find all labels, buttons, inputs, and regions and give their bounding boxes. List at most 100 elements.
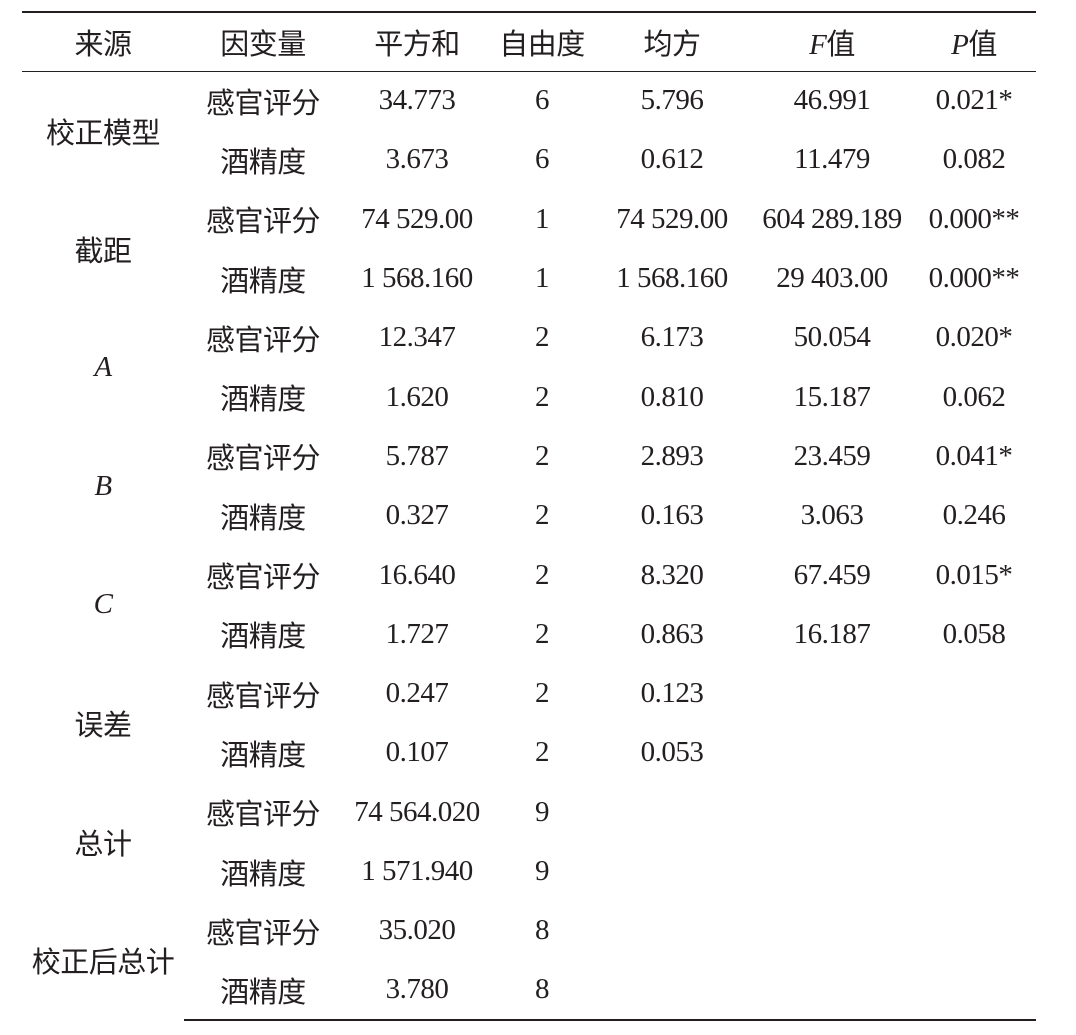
cell-sum-of-squares: 74 564.020 — [354, 795, 480, 828]
table-row: 酒精度 1.727 2 0.863 16.187 0.058 — [22, 605, 1036, 664]
cell-dependent-variable: 酒精度 — [220, 858, 306, 891]
cell-df: 2 — [535, 439, 550, 472]
header-sum-of-squares: 平方和 — [342, 11, 492, 72]
cell-df: 9 — [535, 855, 550, 887]
cell-sum-of-squares: 34.773 — [378, 84, 456, 117]
cell-mean-square — [592, 901, 752, 960]
header-dependent-variable: 因变量 — [184, 11, 342, 72]
cell-dependent-variable: 感官评分 — [205, 87, 321, 120]
table-row: C 感官评分 16.640 2 8.320 67.459 0.015* — [22, 545, 1036, 621]
cell-p-value: 0.000** — [928, 202, 1020, 235]
cell-p-value: 0.058 — [942, 617, 1006, 650]
cell-sum-of-squares: 35.020 — [378, 914, 456, 947]
cell-mean-square: 6.173 — [640, 321, 704, 354]
table-row: 校正模型 感官评分 34.773 6 5.796 46.991 0.021* — [22, 71, 1036, 149]
cell-f-value — [752, 901, 912, 960]
cell-df: 2 — [535, 617, 550, 650]
cell-p-value — [912, 960, 1036, 1021]
header-mean-square: 均方 — [592, 11, 752, 72]
table-header: 来源 因变量 平方和 自由度 均方 F值 P值 — [22, 11, 1036, 72]
cell-df: 1 — [535, 262, 550, 295]
table-row: 酒精度 3.780 8 — [22, 960, 1036, 1021]
cell-mean-square — [592, 783, 752, 842]
cell-p-value: 0.000** — [928, 262, 1020, 295]
cell-source: B — [94, 469, 112, 502]
cell-df: 2 — [535, 321, 550, 354]
cell-dependent-variable: 感官评分 — [205, 443, 321, 476]
cell-sum-of-squares: 1 568.160 — [361, 262, 473, 295]
cell-f-value — [752, 842, 912, 901]
cell-dependent-variable: 感官评分 — [205, 206, 321, 239]
cell-sum-of-squares: 0.327 — [385, 499, 449, 532]
header-row: 来源 因变量 平方和 自由度 均方 F值 P值 — [22, 11, 1036, 72]
table-row: 酒精度 1 568.160 1 1 568.160 29 403.00 0.000** — [22, 249, 1036, 308]
cell-source: C — [93, 588, 113, 621]
cell-f-value — [752, 723, 912, 782]
cell-sum-of-squares: 1 571.940 — [361, 855, 473, 887]
cell-sum-of-squares: 0.107 — [385, 736, 449, 769]
cell-mean-square: 0.163 — [640, 499, 704, 532]
cell-df: 9 — [535, 795, 550, 828]
anova-table: 来源 因变量 平方和 自由度 均方 F值 P值 校正模型 感官评分 34.773 6 5… — [22, 11, 1036, 1021]
cell-mean-square: 0.810 — [640, 380, 704, 413]
cell-mean-square: 1 568.160 — [616, 262, 728, 295]
cell-dependent-variable: 酒精度 — [220, 502, 306, 535]
cell-df: 2 — [535, 558, 550, 591]
cell-f-value: 16.187 — [793, 617, 871, 650]
cell-dependent-variable: 酒精度 — [220, 384, 306, 417]
cell-df: 6 — [535, 84, 550, 117]
cell-p-value: 0.015* — [935, 558, 1013, 591]
cell-mean-square: 0.123 — [640, 677, 704, 710]
cell-mean-square: 2.893 — [640, 439, 704, 472]
table-row: 酒精度 1.620 2 0.810 15.187 0.062 — [22, 367, 1036, 426]
cell-df: 8 — [535, 914, 550, 947]
header-p-value: P值 — [912, 11, 1036, 72]
cell-f-value: 67.459 — [793, 558, 871, 591]
f-label: F — [809, 28, 827, 61]
cell-mean-square: 74 529.00 — [616, 202, 728, 235]
cell-mean-square: 8.320 — [640, 558, 704, 591]
cell-dependent-variable: 感官评分 — [205, 799, 321, 832]
cell-dependent-variable: 酒精度 — [220, 265, 306, 298]
cell-p-value: 0.020* — [935, 321, 1013, 354]
cell-f-value: 50.054 — [793, 321, 871, 354]
cell-p-value: 0.021* — [935, 84, 1013, 117]
cell-f-value — [752, 783, 912, 842]
cell-source: 误差 — [74, 710, 132, 743]
table-row: 校正后总计 感官评分 35.020 8 — [22, 901, 1036, 979]
cell-dependent-variable: 感官评分 — [205, 324, 321, 357]
cell-f-value: 15.187 — [793, 380, 871, 413]
cell-df: 1 — [535, 202, 550, 235]
cell-p-value: 0.041* — [935, 439, 1013, 472]
table-row: 酒精度 1 571.940 9 — [22, 842, 1036, 901]
cell-p-value: 0.246 — [942, 499, 1006, 532]
header-f-value: F值 — [752, 11, 912, 72]
table-row: 误差 感官评分 0.247 2 0.123 — [22, 664, 1036, 742]
cell-sum-of-squares: 1.620 — [385, 380, 449, 413]
table-row: B 感官评分 5.787 2 2.893 23.459 0.041* — [22, 427, 1036, 502]
table-row: 截距 感官评分 74 529.00 1 74 529.00 604 289.189 0.00… — [22, 190, 1036, 268]
p-header-text: 值 — [968, 28, 997, 61]
cell-sum-of-squares: 5.787 — [385, 439, 449, 472]
cell-dependent-variable: 酒精度 — [184, 960, 342, 1021]
cell-p-value — [912, 901, 1036, 960]
cell-df: 2 — [535, 736, 550, 769]
cell-df: 2 — [535, 677, 550, 710]
cell-f-value: 46.991 — [793, 84, 871, 117]
cell-f-value — [752, 960, 912, 1021]
cell-p-value — [912, 842, 1036, 901]
cell-f-value: 23.459 — [793, 439, 871, 472]
p-label: P — [951, 28, 969, 61]
cell-dependent-variable: 感官评分 — [205, 680, 321, 713]
table-row: 酒精度 0.327 2 0.163 3.063 0.246 — [22, 486, 1036, 545]
cell-f-value: 11.479 — [794, 143, 870, 176]
cell-sum-of-squares: 1.727 — [385, 617, 449, 650]
cell-source: 校正后总计 — [31, 947, 175, 980]
cell-sum-of-squares: 12.347 — [378, 321, 456, 354]
table-row: 总计 感官评分 74 564.020 9 — [22, 783, 1036, 861]
cell-f-value — [752, 664, 912, 723]
cell-mean-square: 5.796 — [640, 84, 704, 117]
cell-source: A — [94, 350, 112, 383]
cell-df: 2 — [535, 499, 550, 532]
cell-sum-of-squares: 16.640 — [378, 558, 456, 591]
